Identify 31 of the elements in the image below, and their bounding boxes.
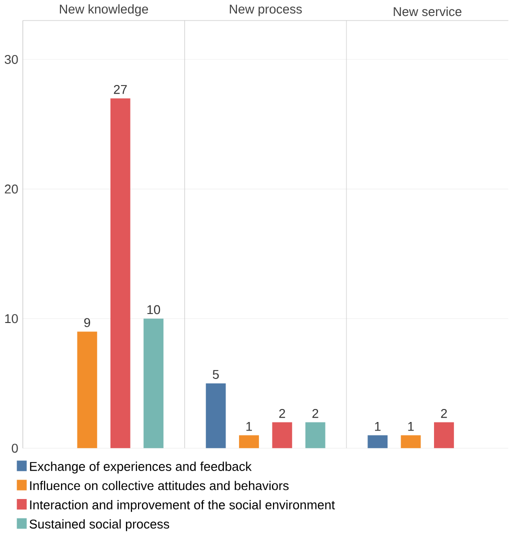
- legend-label: Sustained social process: [30, 519, 170, 532]
- bar: [144, 318, 164, 448]
- legend-label: Influence on collective attitudes and behaviors: [30, 480, 289, 490]
- bar: [239, 435, 260, 448]
- bar: [77, 332, 98, 448]
- bar: [272, 422, 292, 448]
- data-label: 10: [148, 305, 160, 314]
- bar: [368, 435, 388, 448]
- bar: [306, 422, 326, 448]
- x-tick-label: New knowledge: [60, 4, 148, 16]
- data-label: 2: [441, 408, 448, 418]
- data-label: 9: [84, 318, 90, 328]
- y-tick-label: 20: [5, 184, 18, 194]
- data-label: 2: [312, 408, 318, 418]
- data-label: 1: [246, 422, 252, 431]
- bar: [206, 383, 226, 448]
- data-label: 2: [279, 408, 286, 418]
- y-tick-label: 0: [12, 444, 18, 453]
- y-tick-label: 30: [4, 54, 18, 64]
- bar: [110, 98, 131, 448]
- legend-label: Interaction and improvement of the social environment: [30, 500, 336, 512]
- data-label: 1: [375, 422, 381, 431]
- y-tick-label: 10: [5, 314, 18, 324]
- legend-label: Exchange of experiences and feedback: [30, 462, 252, 474]
- data-label: 5: [213, 370, 220, 379]
- x-tick-label: New service: [394, 6, 462, 16]
- data-label: 1: [408, 422, 414, 431]
- bar: [401, 435, 421, 448]
- bar: [434, 422, 454, 448]
- data-label: 27: [114, 84, 128, 94]
- x-tick-label: New process: [230, 4, 302, 16]
